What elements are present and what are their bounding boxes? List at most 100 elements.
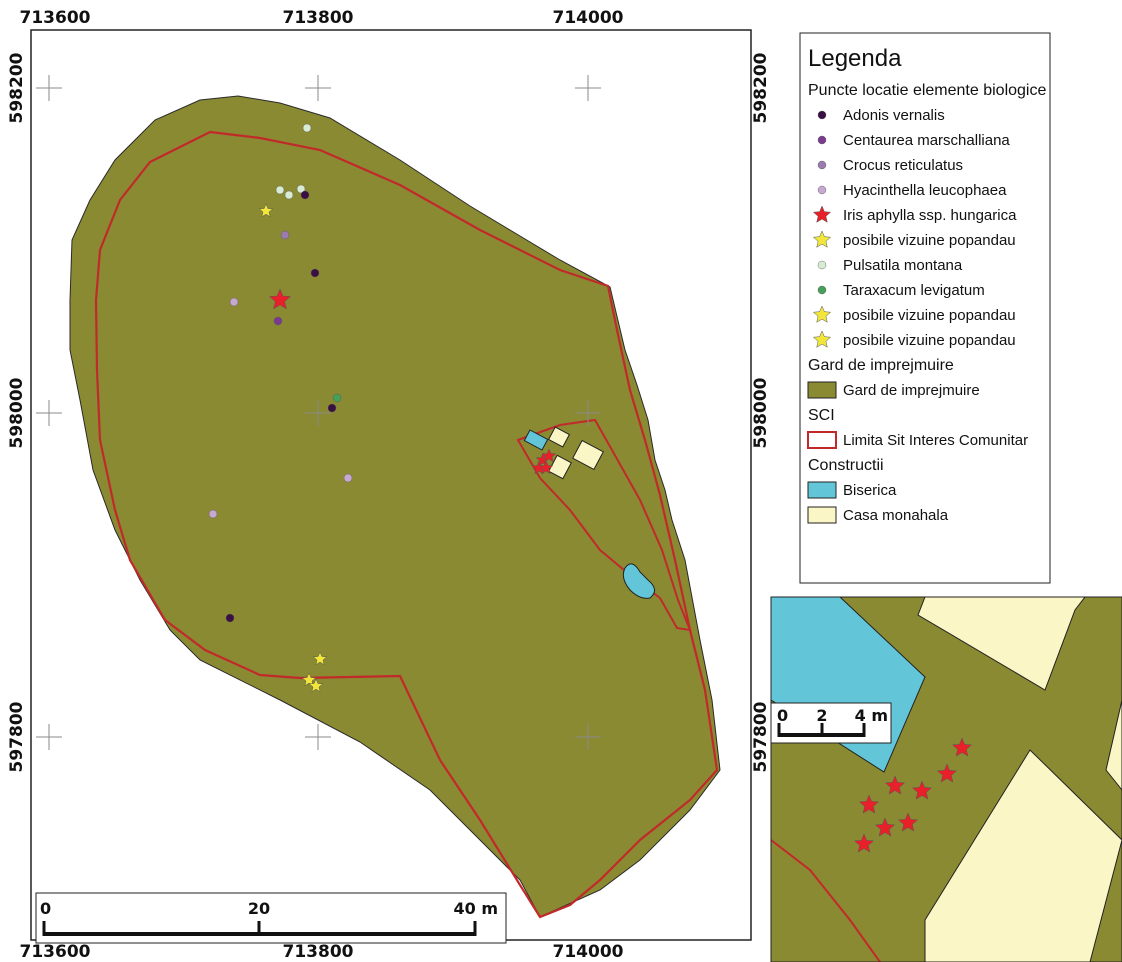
top-x-label: 713600 bbox=[20, 8, 91, 28]
legend-swatch-icon bbox=[807, 431, 837, 449]
legend-item-label: Taraxacum levigatum bbox=[843, 282, 985, 299]
map-dot-point bbox=[284, 190, 294, 200]
map-dot-point bbox=[273, 316, 283, 326]
legend-dot-icon bbox=[817, 135, 827, 145]
legend-dot-icon bbox=[817, 260, 827, 270]
pond-building bbox=[622, 563, 655, 599]
legend: Legenda Puncte locatie elemente biologic… bbox=[799, 32, 1051, 584]
monastic-house-1 bbox=[547, 426, 571, 448]
legend-item-label: Pulsatila montana bbox=[843, 257, 963, 274]
legend-star-icon bbox=[812, 330, 832, 348]
inset-iris-star bbox=[874, 817, 896, 837]
constructions bbox=[523, 426, 655, 599]
legend-item-label: posibile vizuine popandau bbox=[843, 332, 1016, 349]
grid-crosses bbox=[36, 75, 601, 750]
scale-label-40: 40 m bbox=[453, 899, 498, 918]
monastic-house-3 bbox=[548, 454, 572, 480]
inset-scale-2: 2 bbox=[816, 706, 827, 725]
legend-item-label: Iris aphylla ssp. hungarica bbox=[843, 207, 1017, 224]
map-dot-point bbox=[280, 230, 290, 240]
inset-iris-star bbox=[897, 812, 919, 832]
map-dot-point bbox=[327, 403, 337, 413]
legend-swatch-icon bbox=[807, 381, 837, 399]
map-dot-point bbox=[225, 613, 235, 623]
legend-group-heading: Constructii bbox=[808, 457, 884, 474]
map-star-point bbox=[312, 651, 328, 666]
top-x-label: 714000 bbox=[553, 8, 624, 28]
legend-item-label: posibile vizuine popandau bbox=[843, 232, 1016, 249]
monastic-house-2 bbox=[572, 439, 604, 471]
bottom-x-label: 713800 bbox=[283, 942, 354, 962]
legend-item-label: Gard de imprejmuire bbox=[843, 382, 980, 399]
legend-group-heading: Puncte locatie elemente biologice bbox=[808, 82, 1046, 99]
legend-dot-icon bbox=[817, 160, 827, 170]
map-star-point bbox=[538, 460, 554, 475]
left-y-label: 598200 bbox=[7, 52, 27, 123]
map-dot-point bbox=[310, 268, 320, 278]
legend-body: Puncte locatie elemente biologice Adonis … bbox=[807, 82, 1046, 524]
species-points bbox=[208, 123, 557, 693]
legend-group-heading: SCI bbox=[808, 407, 835, 424]
map-dot-point bbox=[343, 473, 353, 483]
legend-item-label: Hyacinthella leucophaea bbox=[843, 182, 1007, 199]
map-dot-point bbox=[296, 184, 306, 194]
bottom-x-label: 714000 bbox=[553, 942, 624, 962]
inset-iris-star bbox=[853, 833, 875, 853]
map-dot-point bbox=[229, 297, 239, 307]
map-dot-point bbox=[332, 393, 342, 403]
inset-iris-star bbox=[884, 775, 906, 795]
inset-house-1 bbox=[917, 597, 1086, 691]
right-y-label: 597800 bbox=[751, 701, 771, 772]
map-dot-point bbox=[300, 190, 310, 200]
scale-label-20: 20 bbox=[248, 899, 270, 918]
inset-iris-stars bbox=[853, 737, 973, 853]
sci-boundary-line bbox=[94, 130, 719, 919]
legend-item-label: Biserica bbox=[843, 482, 897, 499]
sci-inner-pocket bbox=[516, 418, 692, 632]
legend-item-label: Centaurea marschalliana bbox=[843, 132, 1010, 149]
right-y-label: 598200 bbox=[751, 52, 771, 123]
bottom-x-label: 713600 bbox=[20, 942, 91, 962]
legend-item-label: Casa monahala bbox=[843, 507, 949, 524]
right-y-label: 598000 bbox=[751, 377, 771, 448]
inset-scale-4: 4 m bbox=[855, 706, 888, 725]
inset-house-3 bbox=[1105, 699, 1122, 791]
legend-star-icon bbox=[812, 305, 832, 323]
map-dot-point bbox=[208, 509, 218, 519]
legend-dot-icon bbox=[817, 185, 827, 195]
left-y-label: 597800 bbox=[7, 701, 27, 772]
map-star-point bbox=[541, 448, 557, 463]
left-y-label: 598000 bbox=[7, 377, 27, 448]
inset-scale-0: 0 bbox=[777, 706, 788, 725]
inset-iris-star bbox=[858, 794, 880, 814]
church-building bbox=[523, 429, 549, 451]
inset-iris-star bbox=[911, 780, 933, 800]
inset-iris-star bbox=[951, 737, 973, 757]
legend-item-label: posibile vizuine popandau bbox=[843, 307, 1016, 324]
legend-star-icon bbox=[812, 205, 832, 223]
legend-item-label: Crocus reticulatus bbox=[843, 157, 963, 174]
scale-label-0: 0 bbox=[40, 899, 51, 918]
inset-iris-star bbox=[936, 763, 958, 783]
legend-group-heading: Gard de imprejmuire bbox=[808, 357, 954, 374]
legend-item-label: Adonis vernalis bbox=[843, 107, 945, 124]
legend-dot-icon bbox=[817, 285, 827, 295]
map-star-point bbox=[301, 672, 317, 687]
top-x-label: 713800 bbox=[283, 8, 354, 28]
map-star-point bbox=[258, 203, 274, 218]
legend-swatch-icon bbox=[807, 506, 837, 524]
coordinate-labels: 713600 713800 714000 713600 713800 71400… bbox=[7, 8, 771, 962]
legend-swatch-icon bbox=[807, 481, 837, 499]
map-dot-point bbox=[302, 123, 312, 133]
inset-map: 0 2 4 m bbox=[770, 596, 1122, 962]
legend-title: Legenda bbox=[808, 45, 902, 72]
map-dot-point bbox=[275, 185, 285, 195]
map-star-point bbox=[268, 288, 292, 310]
legend-dot-icon bbox=[817, 110, 827, 120]
legend-item-label: Limita Sit Interes Comunitar bbox=[843, 432, 1028, 449]
inset-house-2 bbox=[924, 749, 1122, 962]
legend-star-icon bbox=[812, 230, 832, 248]
map-star-point bbox=[308, 678, 324, 693]
scale-bar: 0 20 40 m bbox=[35, 892, 507, 944]
